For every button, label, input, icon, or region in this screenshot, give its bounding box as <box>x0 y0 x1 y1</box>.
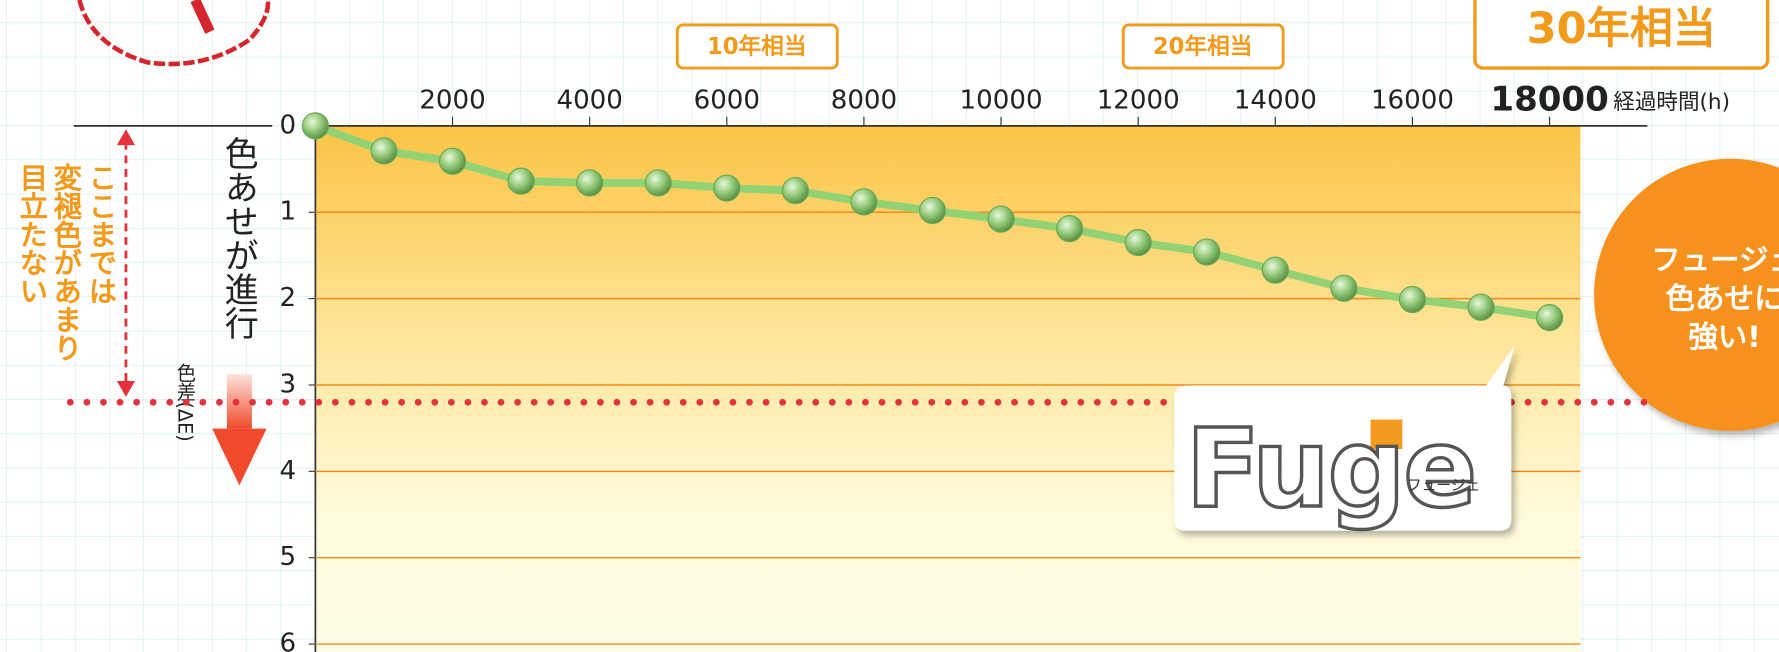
data-point <box>1125 229 1151 255</box>
data-point <box>988 206 1014 232</box>
data-point <box>714 175 740 201</box>
badge-label: 10年相当 <box>707 33 807 60</box>
plot-layer <box>309 117 1648 652</box>
callout-text: フュージェ <box>1651 243 1779 277</box>
x-tick-label: 8000 <box>831 85 897 115</box>
y-tick-label: 6 <box>280 629 297 652</box>
x-axis-label: 経過時間(h) <box>1613 90 1730 115</box>
y-tick-label: 3 <box>280 369 297 399</box>
data-point <box>302 113 328 139</box>
data-point <box>371 138 397 164</box>
data-point <box>1057 216 1083 242</box>
data-point <box>919 197 945 223</box>
y-tick-label: 2 <box>280 283 297 313</box>
data-point <box>645 170 671 196</box>
data-point <box>851 189 877 215</box>
x-tick-label: 14000 <box>1234 85 1317 115</box>
data-point <box>508 168 534 194</box>
progress-arrow <box>227 374 252 428</box>
x-tick-label: 4000 <box>556 85 622 115</box>
x-tick-label: 2000 <box>419 85 485 115</box>
threshold-note: 変褪色があまり <box>49 163 82 361</box>
data-point <box>577 170 603 196</box>
badge-label: 30年相当 <box>1527 4 1716 54</box>
threshold-note: ここまでは <box>84 163 117 305</box>
x-tick-label: 10000 <box>960 85 1043 115</box>
logo: Fuge <box>1186 405 1475 532</box>
y-tick-label: 5 <box>280 542 297 572</box>
data-point <box>1537 305 1563 331</box>
threshold-note: 目立たない <box>15 163 48 305</box>
x-tick-label: 6000 <box>694 85 760 115</box>
data-point <box>1194 239 1220 265</box>
data-point <box>782 178 808 204</box>
page: {"chart_data": { "type": "line", "x": [0… <box>0 0 1779 652</box>
y-tick-label: 0 <box>280 110 297 140</box>
chart: 色あせが進行 色差(ΔE) ここまでは 変褪色があまり 目立たない 10年相当 … <box>0 0 1779 652</box>
callout-text: 色あせに <box>1666 281 1779 315</box>
data-point <box>1399 286 1425 312</box>
data-point <box>439 148 465 174</box>
y-tick-label: 4 <box>280 456 297 486</box>
y-tick-label: 1 <box>280 197 297 227</box>
progress-label: 色あせが進行 <box>218 136 258 340</box>
data-point <box>1262 257 1288 283</box>
x-tick-label: 12000 <box>1097 85 1180 115</box>
data-point <box>1468 294 1494 320</box>
logo-kana: フュージェ <box>1407 477 1480 494</box>
x-tick-label: 18000 <box>1490 79 1608 119</box>
x-tick-label: 16000 <box>1371 85 1454 115</box>
data-point <box>1331 275 1357 301</box>
badge-label: 20年相当 <box>1153 33 1253 60</box>
callout-text: 強い! <box>1688 320 1760 354</box>
